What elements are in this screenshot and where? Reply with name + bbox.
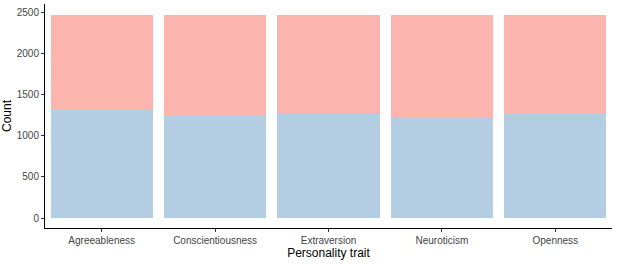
svg-text:Conscientiousness: Conscientiousness bbox=[173, 235, 257, 246]
svg-text:Extraversion: Extraversion bbox=[301, 235, 357, 246]
svg-text:2500: 2500 bbox=[17, 7, 40, 18]
svg-text:500: 500 bbox=[22, 171, 39, 182]
svg-text:Personality trait: Personality trait bbox=[287, 246, 370, 260]
svg-text:Neuroticism: Neuroticism bbox=[416, 235, 469, 246]
svg-text:Agreeableness: Agreeableness bbox=[68, 235, 135, 246]
svg-text:Count: Count bbox=[0, 99, 14, 132]
svg-text:1500: 1500 bbox=[17, 89, 40, 100]
svg-text:Openness: Openness bbox=[533, 235, 579, 246]
svg-text:2000: 2000 bbox=[17, 48, 40, 59]
svg-text:1000: 1000 bbox=[17, 130, 40, 141]
svg-text:0: 0 bbox=[33, 213, 39, 224]
